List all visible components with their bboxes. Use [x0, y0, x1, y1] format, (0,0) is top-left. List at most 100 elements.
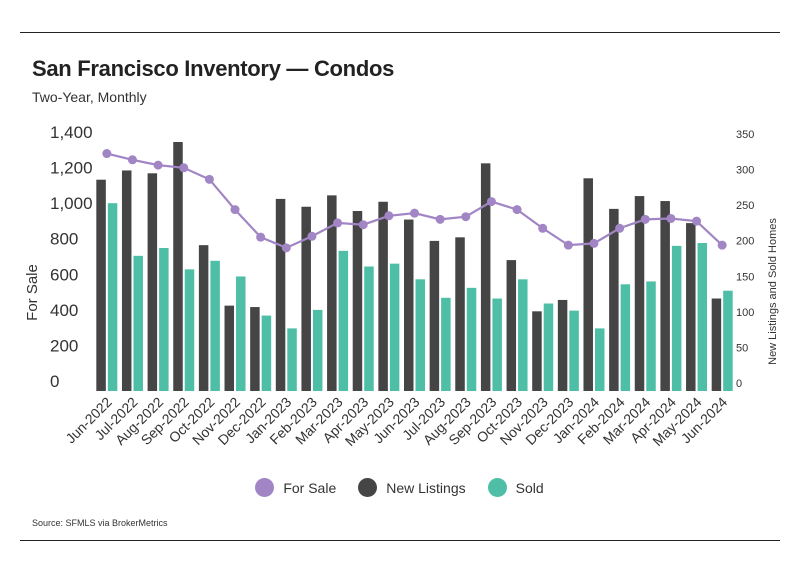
- bar-new-listings: [609, 208, 619, 391]
- bar-sold: [594, 328, 605, 391]
- point-for-sale: [640, 214, 650, 224]
- top-rule: [20, 32, 780, 33]
- bar-new-listings: [480, 163, 491, 391]
- bar-new-listings: [147, 173, 158, 391]
- chart-title: San Francisco Inventory — Condos: [32, 56, 395, 81]
- point-for-sale: [307, 231, 317, 241]
- bar-new-listings: [275, 198, 286, 391]
- bar-new-listings: [506, 260, 517, 391]
- point-for-sale: [666, 213, 676, 223]
- bar-new-listings: [455, 237, 465, 391]
- bar-sold: [518, 279, 528, 391]
- bar-sold: [338, 250, 349, 391]
- legend-item-for-sale: For Sale: [255, 478, 336, 497]
- bar-new-listings: [121, 170, 132, 391]
- point-for-sale: [281, 243, 291, 253]
- bar-new-listings: [429, 240, 440, 391]
- y2-axis-title: New Listings and Sold Homes: [767, 218, 779, 365]
- bar-new-listings: [711, 298, 722, 391]
- point-for-sale: [538, 223, 548, 233]
- y-tick-label: 1,200: [50, 159, 93, 178]
- bar-new-listings: [583, 178, 593, 391]
- bar-new-listings: [96, 179, 106, 391]
- legend-item-new-listings: New Listings: [358, 478, 466, 497]
- y-tick-label: 1,000: [50, 194, 93, 213]
- point-for-sale: [179, 163, 189, 173]
- y-tick-label: 400: [50, 301, 78, 320]
- chart-subtitle: Two-Year, Monthly: [32, 89, 147, 105]
- bar-new-listings: [404, 219, 414, 391]
- y2-tick-label: 150: [736, 271, 754, 283]
- y-tick-label: 1,400: [50, 123, 93, 142]
- bar-sold: [312, 309, 323, 391]
- y-tick-label: 800: [50, 230, 78, 249]
- point-for-sale: [230, 205, 240, 215]
- bar-sold: [466, 287, 477, 391]
- bar-sold: [620, 284, 631, 391]
- point-for-sale: [589, 238, 599, 248]
- bar-new-listings: [327, 195, 337, 391]
- bar-sold: [261, 315, 272, 391]
- point-for-sale: [102, 149, 112, 159]
- bar-sold: [389, 263, 400, 391]
- point-for-sale: [410, 208, 419, 218]
- point-for-sale: [717, 240, 727, 250]
- point-for-sale: [333, 218, 343, 228]
- bar-sold: [184, 269, 195, 391]
- bar-sold: [543, 303, 554, 391]
- legend-label-sold: Sold: [515, 479, 544, 496]
- y2-tick-label: 200: [736, 236, 754, 248]
- point-for-sale: [461, 212, 471, 222]
- y2-tick-label: 100: [736, 307, 754, 319]
- bar-new-listings: [173, 142, 183, 391]
- bar-sold: [492, 298, 502, 391]
- bar-sold: [671, 245, 682, 391]
- y2-tick-label: 350: [736, 129, 754, 141]
- point-for-sale: [153, 160, 163, 170]
- bar-new-listings: [660, 201, 670, 391]
- bar-sold: [159, 248, 169, 391]
- legend-label-new-listings: New Listings: [386, 479, 466, 496]
- legend-item-sold: Sold: [487, 478, 544, 497]
- legend-swatch-sold: [487, 478, 507, 497]
- source-note: Source: SFMLS via BrokerMetrics: [32, 518, 168, 528]
- bar-new-listings: [532, 311, 542, 391]
- bar-sold: [723, 290, 733, 391]
- bar-sold: [697, 243, 708, 391]
- bar-sold: [133, 255, 143, 391]
- y-tick-label: 600: [50, 265, 78, 284]
- bar-new-listings: [301, 206, 311, 391]
- bar-new-listings: [198, 245, 209, 391]
- y2-tick-label: 300: [736, 165, 754, 177]
- y2-tick-label: 250: [736, 200, 754, 212]
- bar-sold: [569, 310, 579, 391]
- point-for-sale: [435, 214, 445, 224]
- bar-new-listings: [224, 305, 235, 391]
- bar-sold: [107, 203, 118, 391]
- legend: For Sale New Listings Sold: [0, 478, 799, 497]
- bar-new-listings: [634, 196, 645, 391]
- y-tick-label: 0: [50, 372, 59, 391]
- y-tick-label: 200: [50, 336, 78, 355]
- point-for-sale: [204, 174, 214, 184]
- line-for-sale: [106, 152, 723, 250]
- bar-new-listings: [352, 211, 363, 391]
- bar-sold: [646, 281, 656, 391]
- point-for-sale: [384, 211, 394, 221]
- point-for-sale: [127, 155, 137, 165]
- point-for-sale: [692, 216, 702, 226]
- point-for-sale: [358, 220, 368, 230]
- bar-sold: [210, 260, 220, 391]
- bar-new-listings: [686, 223, 696, 391]
- y2-tick-label: 50: [736, 342, 748, 354]
- bar-new-listings: [557, 299, 568, 391]
- bar-sold: [287, 328, 297, 391]
- y2-tick-label: 0: [736, 378, 742, 390]
- bar-sold: [415, 279, 425, 391]
- point-for-sale: [563, 240, 573, 250]
- bar-sold: [364, 266, 374, 391]
- legend-swatch-for-sale: [255, 478, 275, 497]
- bar-new-listings: [250, 307, 260, 391]
- bar-sold: [236, 276, 246, 391]
